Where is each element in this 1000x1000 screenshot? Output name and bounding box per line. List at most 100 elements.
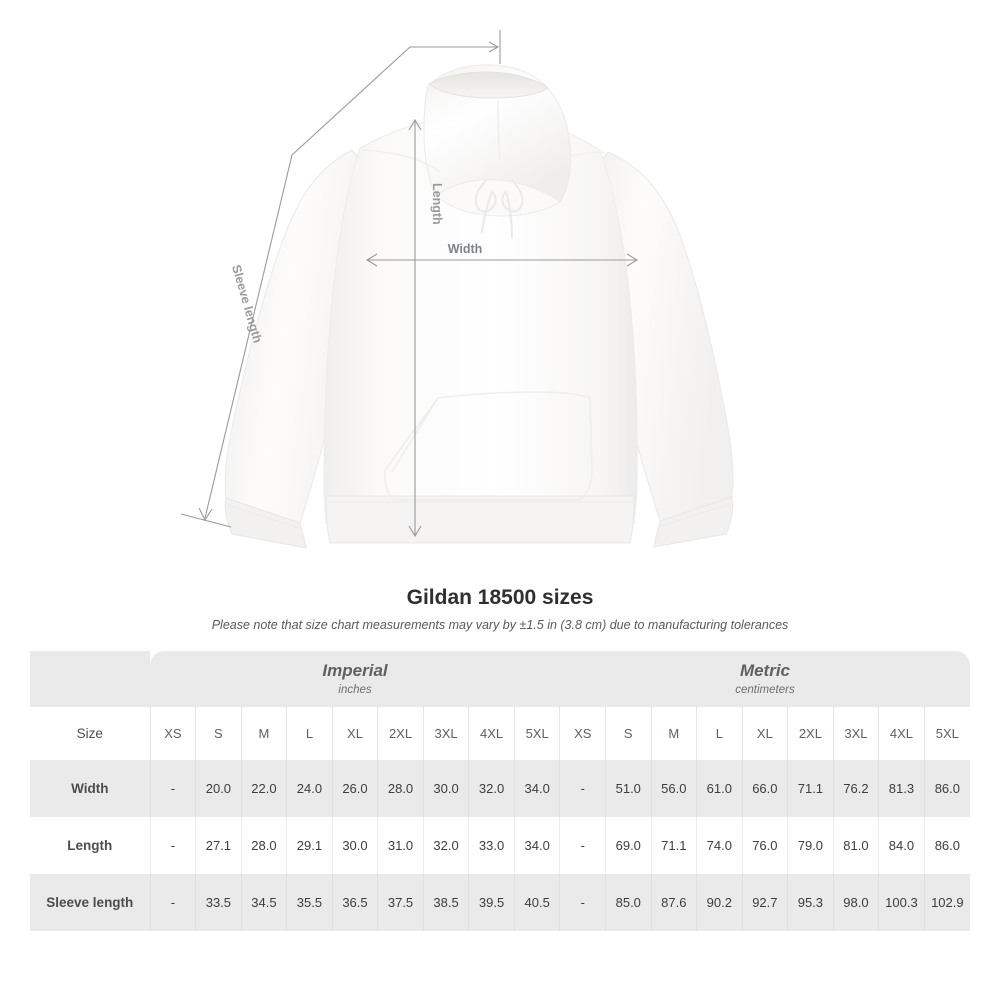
cell-sleeve-imperial-s: 33.5 bbox=[195, 874, 242, 931]
cell-width-imperial-m: 22.0 bbox=[240, 760, 287, 817]
cell-length-metric-xs: - bbox=[559, 817, 606, 874]
cell-length-metric-5xl: 86.0 bbox=[923, 817, 970, 874]
cell-length-imperial-5xl: 34.0 bbox=[513, 817, 560, 874]
unit-metric-name: Metric bbox=[739, 661, 791, 680]
cell-length-imperial-s: 27.1 bbox=[195, 817, 242, 874]
cell-length-metric-3xl: 81.0 bbox=[832, 817, 879, 874]
cell-length-metric-xl: 76.0 bbox=[741, 817, 788, 874]
page-title: Gildan 18500 sizes bbox=[406, 586, 594, 609]
hoodie-left-shoulder-seam bbox=[361, 149, 441, 173]
cell-length-imperial-xs: - bbox=[149, 817, 196, 874]
sleeve-length-guide bbox=[180, 30, 501, 528]
size-header-imperial-l: L bbox=[286, 707, 333, 760]
cell-width-imperial-s: 20.0 bbox=[195, 760, 242, 817]
cell-length-metric-s: 69.0 bbox=[605, 817, 652, 874]
cell-sleeve-imperial-xl: 36.5 bbox=[331, 874, 378, 931]
size-chart-table: Imperial inches Metric centimeters Size … bbox=[30, 651, 970, 931]
cell-sleeve-imperial-xs: - bbox=[149, 874, 196, 931]
cell-width-imperial-l: 24.0 bbox=[286, 760, 333, 817]
cell-sleeve-metric-m: 87.6 bbox=[650, 874, 697, 931]
unit-metric-sub: centimeters bbox=[735, 684, 795, 696]
cell-width-metric-4xl: 81.3 bbox=[878, 760, 925, 817]
cell-width-metric-xl: 66.0 bbox=[741, 760, 788, 817]
sleeve-length-guide-label: Sleeve length bbox=[229, 263, 265, 344]
hoodie-hem bbox=[325, 495, 635, 544]
hoodie-pocket bbox=[384, 391, 593, 501]
cell-sleeve-imperial-l: 35.5 bbox=[286, 874, 333, 931]
cell-length-imperial-2xl: 31.0 bbox=[377, 817, 424, 874]
size-header-imperial-s: S bbox=[195, 707, 242, 760]
size-header-imperial-m: M bbox=[240, 707, 287, 760]
unit-imperial-sub: inches bbox=[338, 684, 372, 696]
row-label-length: Length bbox=[30, 817, 151, 874]
hoodie-neckline bbox=[435, 179, 561, 217]
cell-length-metric-4xl: 84.0 bbox=[878, 817, 925, 874]
tolerance-note: Please note that size chart measurements… bbox=[211, 618, 789, 632]
hoodie-right-cuff-seam bbox=[657, 503, 731, 528]
hoodie-left-cuff-seam bbox=[227, 504, 303, 530]
unit-group-imperial: Imperial inches bbox=[150, 651, 560, 707]
hoodie-garment bbox=[224, 64, 734, 549]
cell-sleeve-metric-4xl: 100.3 bbox=[878, 874, 925, 931]
size-header-metric-xl: XL bbox=[741, 707, 788, 760]
cell-sleeve-imperial-2xl: 37.5 bbox=[377, 874, 424, 931]
size-header-metric-l: L bbox=[696, 707, 743, 760]
title-block: Gildan 18500 sizes Please note that size… bbox=[0, 585, 1000, 633]
hoodie-drawstrings bbox=[474, 179, 524, 239]
cell-sleeve-metric-5xl: 102.9 bbox=[923, 874, 970, 931]
hoodie-right-shoulder-seam bbox=[553, 151, 605, 175]
cell-length-imperial-xl: 30.0 bbox=[331, 817, 378, 874]
cell-length-imperial-4xl: 33.0 bbox=[468, 817, 515, 874]
unit-band-spacer bbox=[30, 651, 151, 707]
unit-imperial-name: Imperial bbox=[322, 661, 388, 680]
length-guide bbox=[408, 118, 422, 538]
size-header-row: Size XS S M L XL 2XL 3XL 4XL 5XL XS S M … bbox=[30, 707, 970, 760]
table-row: Length - 27.1 28.0 29.1 30.0 31.0 32.0 3… bbox=[30, 817, 970, 874]
hoodie-hood-lining bbox=[428, 71, 549, 99]
size-header-metric-xs: XS bbox=[559, 707, 606, 760]
cell-width-imperial-4xl: 32.0 bbox=[468, 760, 515, 817]
cell-length-imperial-m: 28.0 bbox=[240, 817, 287, 874]
size-header-imperial-xs: XS bbox=[149, 707, 196, 760]
size-header-metric-s: S bbox=[605, 707, 652, 760]
cell-width-metric-s: 51.0 bbox=[605, 760, 652, 817]
cell-width-metric-m: 56.0 bbox=[650, 760, 697, 817]
cell-width-imperial-3xl: 30.0 bbox=[422, 760, 469, 817]
cell-width-metric-5xl: 86.0 bbox=[923, 760, 970, 817]
table-row: Width - 20.0 22.0 24.0 26.0 28.0 30.0 32… bbox=[30, 760, 970, 817]
cell-length-metric-m: 71.1 bbox=[650, 817, 697, 874]
row-label-width: Width bbox=[30, 760, 151, 817]
size-header-imperial-4xl: 4XL bbox=[468, 707, 515, 760]
cell-sleeve-imperial-4xl: 39.5 bbox=[468, 874, 515, 931]
hoodie-hood-fold bbox=[497, 99, 501, 161]
size-header-metric-4xl: 4XL bbox=[878, 707, 925, 760]
cell-length-imperial-3xl: 32.0 bbox=[422, 817, 469, 874]
hoodie-illustration: Length Width Sleeve length bbox=[180, 30, 734, 549]
size-header-label: Size bbox=[30, 707, 151, 760]
size-header-imperial-xl: XL bbox=[331, 707, 378, 760]
cell-width-metric-xs: - bbox=[559, 760, 606, 817]
cell-sleeve-metric-s: 85.0 bbox=[605, 874, 652, 931]
cell-sleeve-metric-l: 90.2 bbox=[696, 874, 743, 931]
cell-width-imperial-xs: - bbox=[149, 760, 196, 817]
unit-band-row: Imperial inches Metric centimeters bbox=[30, 651, 970, 707]
size-header-metric-3xl: 3XL bbox=[832, 707, 879, 760]
cell-width-imperial-5xl: 34.0 bbox=[513, 760, 560, 817]
size-header-imperial-3xl: 3XL bbox=[422, 707, 469, 760]
size-header-metric-5xl: 5XL bbox=[923, 707, 970, 760]
table-row: Sleeve length - 33.5 34.5 35.5 36.5 37.5… bbox=[30, 874, 970, 931]
cell-sleeve-metric-3xl: 98.0 bbox=[832, 874, 879, 931]
cell-length-metric-2xl: 79.0 bbox=[787, 817, 834, 874]
size-header-imperial-5xl: 5XL bbox=[513, 707, 560, 760]
cell-sleeve-metric-2xl: 95.3 bbox=[787, 874, 834, 931]
unit-group-metric: Metric centimeters bbox=[559, 651, 970, 707]
cell-width-imperial-xl: 26.0 bbox=[331, 760, 378, 817]
width-guide bbox=[365, 253, 639, 267]
length-guide-label: Length bbox=[430, 183, 444, 225]
cell-sleeve-imperial-3xl: 38.5 bbox=[422, 874, 469, 931]
cell-width-imperial-2xl: 28.0 bbox=[377, 760, 424, 817]
size-header-metric-m: M bbox=[650, 707, 697, 760]
cell-sleeve-metric-xs: - bbox=[559, 874, 606, 931]
cell-width-metric-2xl: 71.1 bbox=[787, 760, 834, 817]
cell-width-metric-l: 61.0 bbox=[696, 760, 743, 817]
